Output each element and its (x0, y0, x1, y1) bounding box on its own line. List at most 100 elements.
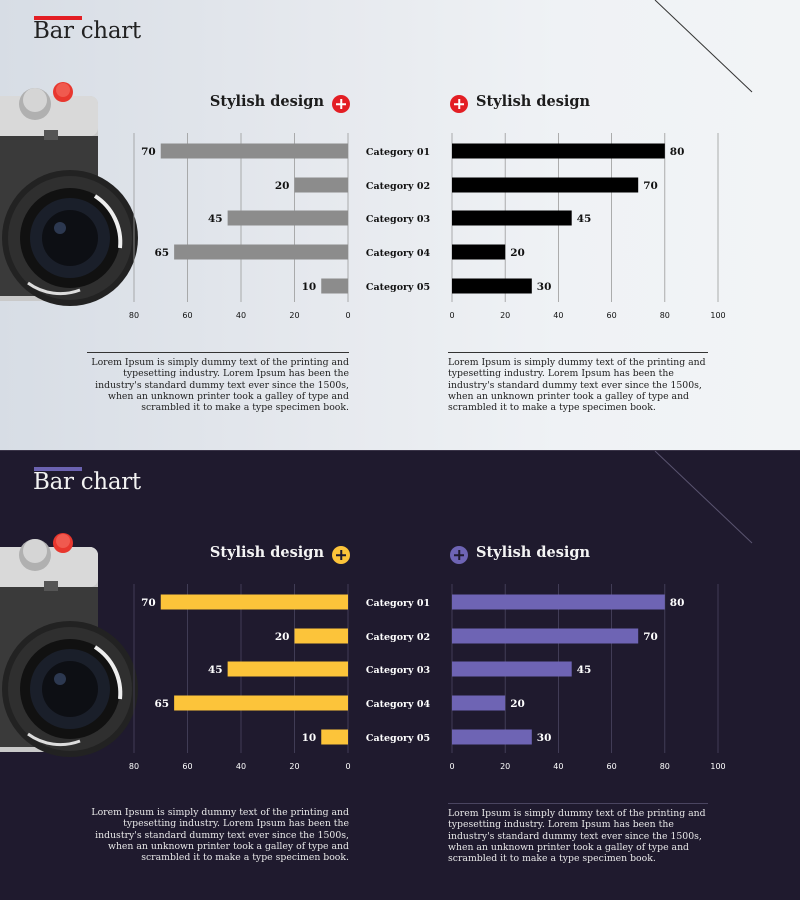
decorative-diagonal-line (654, 0, 753, 93)
category-label: Category 05 (366, 282, 430, 293)
camera-photo (0, 533, 138, 757)
data-label: 10 (302, 281, 317, 293)
bar (452, 143, 665, 159)
bar (174, 695, 348, 711)
bar (160, 143, 348, 159)
data-label: 45 (577, 213, 592, 225)
data-label: 70 (141, 146, 156, 158)
x-tick-label: 40 (553, 762, 563, 771)
data-label: 45 (577, 664, 592, 676)
add-icon (332, 546, 350, 564)
left-chart-title-text: Stylish design (209, 93, 324, 110)
right-description: Lorem Ipsum is simply dummy text of the … (448, 352, 708, 413)
data-label: 80 (670, 146, 685, 158)
x-tick-label: 60 (182, 311, 192, 320)
slide-light: Bar chart Stylish design Stylish design … (0, 0, 800, 450)
right-chart-title-text: Stylish design (476, 544, 591, 561)
category-label: Category 02 (366, 181, 430, 192)
x-tick-label: 100 (710, 762, 725, 771)
data-label: 30 (537, 281, 552, 293)
right-chart-title: Stylish design (450, 93, 591, 113)
data-label: 30 (537, 732, 552, 744)
category-label: Category 04 (366, 699, 431, 710)
slide-title: Bar chart (33, 18, 141, 44)
bar (160, 594, 348, 610)
data-label: 45 (208, 664, 223, 676)
bar (452, 278, 532, 294)
category-label: Category 03 (366, 665, 430, 676)
category-label: Category 03 (366, 214, 430, 225)
bar-charts: 80 60 40 20 0 70 20 45 65 10 Category 01 Category 0… (129, 584, 726, 771)
x-tick-label: 80 (129, 311, 139, 320)
bar (452, 695, 506, 711)
left-chart-title: Stylish design (209, 93, 350, 113)
bar (321, 729, 348, 745)
x-tick-label: 60 (607, 311, 617, 320)
x-tick-label: 100 (710, 311, 725, 320)
bar (452, 594, 665, 610)
data-label: 10 (302, 732, 317, 744)
category-label: Category 01 (366, 147, 430, 158)
bar (452, 661, 572, 677)
data-label: 70 (643, 631, 658, 643)
data-label: 70 (141, 597, 156, 609)
bar (452, 628, 639, 644)
slide-dark: Bar chart Stylish design Stylish design … (0, 450, 800, 900)
bar (294, 177, 348, 193)
camera-photo (0, 82, 138, 306)
x-tick-label: 0 (345, 762, 350, 771)
bar (452, 244, 506, 260)
title-accent-bar (34, 467, 82, 471)
title-accent-bar (34, 16, 82, 20)
bar (452, 729, 532, 745)
left-chart-title-text: Stylish design (209, 544, 324, 561)
x-tick-label: 40 (236, 762, 246, 771)
x-tick-label: 0 (345, 311, 350, 320)
category-label: Category 05 (366, 733, 430, 744)
add-icon (450, 546, 468, 564)
bar (174, 244, 348, 260)
left-description: Lorem Ipsum is simply dummy text of the … (91, 807, 349, 864)
x-tick-label: 80 (660, 311, 670, 320)
x-tick-label: 20 (500, 762, 510, 771)
data-label: 65 (155, 247, 170, 259)
x-tick-label: 20 (289, 311, 299, 320)
left-description: Lorem Ipsum is simply dummy text of the … (87, 352, 349, 413)
bar (321, 278, 348, 294)
x-tick-label: 80 (129, 762, 139, 771)
data-label: 65 (155, 698, 170, 710)
data-label: 70 (643, 180, 658, 192)
right-chart-title: Stylish design (450, 544, 591, 564)
data-label: 80 (670, 597, 685, 609)
data-label: 20 (275, 180, 290, 192)
x-tick-label: 40 (553, 311, 563, 320)
x-tick-label: 40 (236, 311, 246, 320)
data-label: 20 (510, 698, 525, 710)
x-tick-label: 80 (660, 762, 670, 771)
data-label: 20 (275, 631, 290, 643)
bar (452, 210, 572, 226)
left-chart-title: Stylish design (209, 544, 350, 564)
add-icon (450, 95, 468, 113)
category-label: Category 02 (366, 632, 430, 643)
bar (452, 177, 639, 193)
x-tick-label: 60 (607, 762, 617, 771)
bar (227, 210, 348, 226)
category-label: Category 04 (366, 248, 431, 259)
slide-title: Bar chart (33, 469, 141, 495)
data-label: 45 (208, 213, 223, 225)
data-label: 20 (510, 247, 525, 259)
bar (294, 628, 348, 644)
bar (227, 661, 348, 677)
x-tick-label: 20 (289, 762, 299, 771)
decorative-diagonal-line (654, 451, 753, 544)
bar-charts: 80 60 40 20 0 70 20 45 65 10 Category 01 Category 0… (129, 133, 726, 320)
x-tick-label: 60 (182, 762, 192, 771)
x-tick-label: 0 (449, 311, 454, 320)
right-description: Lorem Ipsum is simply dummy text of the … (448, 803, 708, 864)
x-tick-label: 20 (500, 311, 510, 320)
right-chart-title-text: Stylish design (476, 93, 591, 110)
category-label: Category 01 (366, 598, 430, 609)
add-icon (332, 95, 350, 113)
x-tick-label: 0 (449, 762, 454, 771)
